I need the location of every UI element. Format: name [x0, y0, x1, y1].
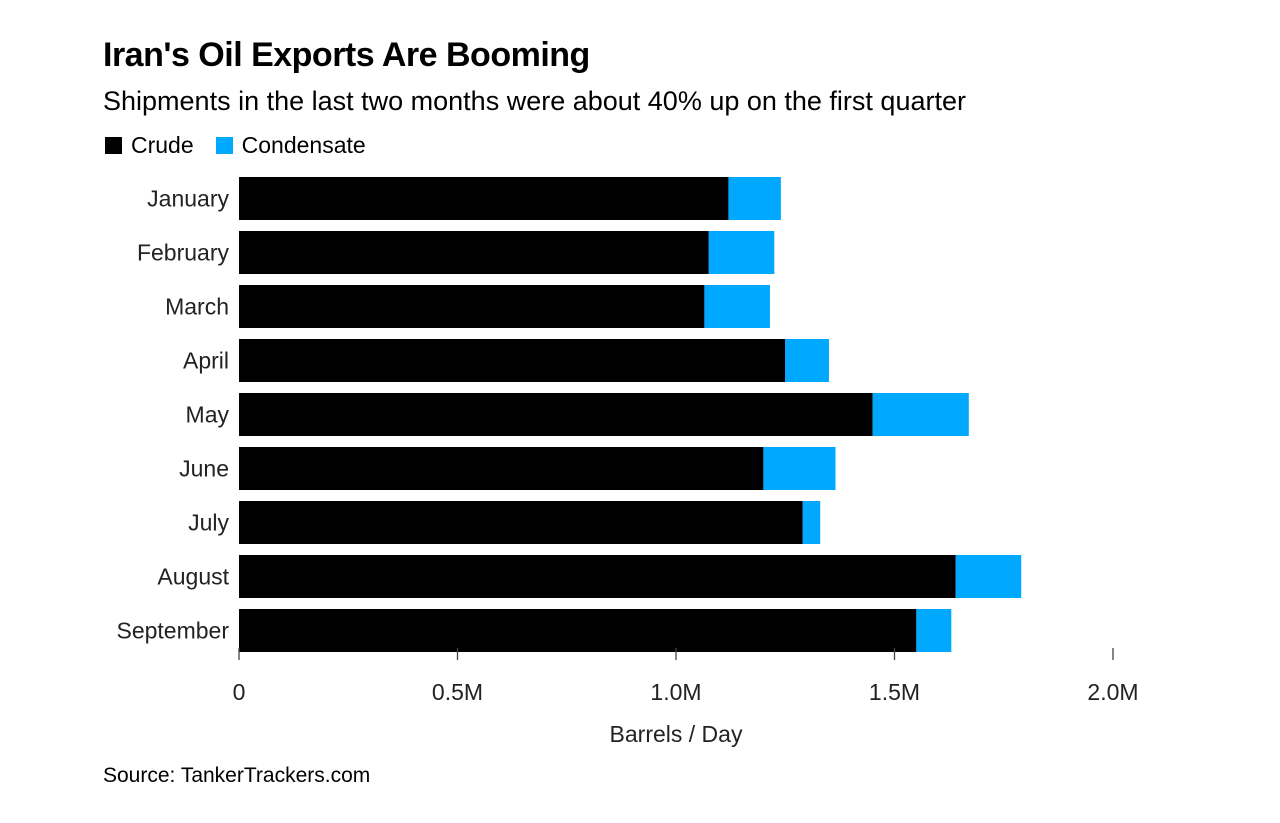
chart-title: Iran's Oil Exports Are Booming: [103, 36, 590, 74]
bar-crude-april: [239, 339, 786, 382]
x-axis-title: Barrels / Day: [610, 721, 743, 747]
category-label-september: September: [116, 618, 229, 644]
bar-crude-march: [239, 285, 705, 328]
bar-condensate-april: [785, 339, 829, 382]
x-tick-label-0: 0: [233, 679, 246, 705]
bar-crude-may: [239, 393, 873, 436]
bar-condensate-march: [704, 285, 770, 328]
legend-label-crude: Crude: [131, 132, 194, 158]
bar-condensate-february: [708, 231, 775, 274]
legend-swatch-condensate: [215, 137, 233, 154]
x-tick-label-1-0m: 1.0M: [650, 679, 701, 705]
chart-legend: Crude Condensate: [105, 132, 388, 159]
bar-crude-january: [239, 177, 729, 220]
legend-swatch-crude: [105, 137, 122, 154]
x-tick-label-2-0m: 2.0M: [1087, 679, 1138, 705]
bar-condensate-june: [763, 447, 836, 490]
source-note: Source: TankerTrackers.com: [103, 764, 371, 787]
legend-label-condensate: Condensate: [241, 132, 366, 158]
category-label-august: August: [157, 564, 229, 590]
chart-subtitle: Shipments in the last two months were ab…: [103, 86, 966, 116]
category-label-may: May: [186, 402, 230, 428]
bar-condensate-january: [728, 177, 781, 220]
category-label-april: April: [183, 348, 229, 374]
bar-crude-june: [239, 447, 764, 490]
bar-condensate-may: [872, 393, 969, 436]
bar-condensate-july: [802, 501, 821, 544]
bar-crude-september: [239, 609, 917, 652]
x-tick-label-1-5m: 1.5M: [869, 679, 920, 705]
category-label-january: January: [147, 186, 229, 212]
legend-item-condensate: Condensate: [215, 132, 366, 159]
category-label-june: June: [179, 456, 229, 482]
bar-crude-july: [239, 501, 803, 544]
legend-item-crude: Crude: [105, 132, 194, 159]
bar-crude-february: [239, 231, 709, 274]
category-label-march: March: [165, 294, 229, 320]
bar-crude-august: [239, 555, 956, 598]
bar-condensate-september: [916, 609, 952, 652]
category-label-july: July: [188, 510, 229, 536]
x-tick-label-0-5m: 0.5M: [432, 679, 483, 705]
bar-condensate-august: [955, 555, 1022, 598]
category-label-february: February: [137, 240, 230, 266]
